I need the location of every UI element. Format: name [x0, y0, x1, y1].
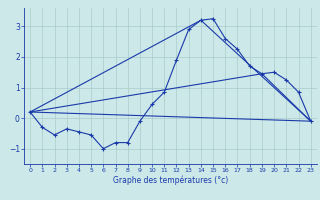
- X-axis label: Graphe des températures (°c): Graphe des températures (°c): [113, 176, 228, 185]
